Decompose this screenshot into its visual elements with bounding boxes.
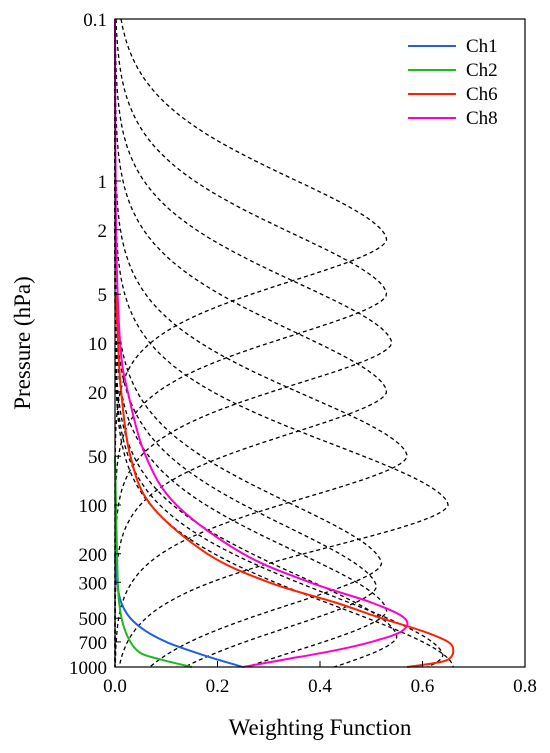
series-layer <box>114 18 455 668</box>
x-axis: 0.0 0.2 0.4 0.6 0.8 <box>103 661 537 697</box>
dashed-weighting-curve <box>114 19 398 668</box>
y-axis-label: Pressure (hPa) <box>10 276 35 410</box>
series-line-ch8 <box>114 18 409 668</box>
legend: Ch1 Ch2 Ch6 Ch8 <box>408 36 498 129</box>
dashed-weighting-curve <box>114 18 388 667</box>
y-axis: 0.1 1 2 5 10 20 50 100 200 300 500 700 1000 <box>69 10 121 679</box>
y-tick-label: 2 <box>98 221 108 242</box>
y-tick-label: 0.1 <box>83 10 107 31</box>
dashed-weighting-curve <box>114 19 383 668</box>
dashed-weighting-curve <box>114 19 454 668</box>
dashed-weighting-curve <box>114 19 388 668</box>
y-tick-label: 5 <box>98 285 108 306</box>
legend-label-ch8: Ch8 <box>466 108 498 129</box>
legend-label-ch6: Ch6 <box>466 84 498 105</box>
x-tick-label: 0.0 <box>103 676 127 697</box>
y-tick-label: 1000 <box>69 658 107 679</box>
dashed-weighting-curve <box>114 19 408 668</box>
y-tick-label: 10 <box>88 334 107 355</box>
dashed-weighting-curve <box>114 18 388 667</box>
dashed-weighting-curve <box>114 19 388 667</box>
x-tick-label: 0.4 <box>308 676 332 697</box>
dashed-weighting-curve <box>114 19 449 668</box>
dashed-curves-layer <box>114 18 454 668</box>
legend-label-ch2: Ch2 <box>466 60 498 81</box>
y-tick-label: 500 <box>79 609 108 630</box>
y-tick-label: 200 <box>79 545 108 566</box>
x-axis-label: Weighting Function <box>229 715 412 740</box>
series-line-ch1 <box>114 553 244 668</box>
series-line-ch6 <box>115 294 455 668</box>
x-tick-label: 0.6 <box>411 676 435 697</box>
y-tick-label: 700 <box>79 633 108 654</box>
y-tick-label: 20 <box>88 383 107 404</box>
x-tick-label: 0.2 <box>206 676 230 697</box>
series-line-ch2 <box>114 456 193 668</box>
x-tick-label: 0.8 <box>513 676 537 697</box>
y-tick-label: 300 <box>79 573 108 594</box>
plot-frame <box>114 18 526 668</box>
y-tick-label: 1 <box>98 172 108 193</box>
y-tick-label: 50 <box>88 447 107 468</box>
dashed-weighting-curve <box>114 19 393 667</box>
legend-label-ch1: Ch1 <box>466 36 498 57</box>
y-tick-label: 100 <box>79 496 108 517</box>
